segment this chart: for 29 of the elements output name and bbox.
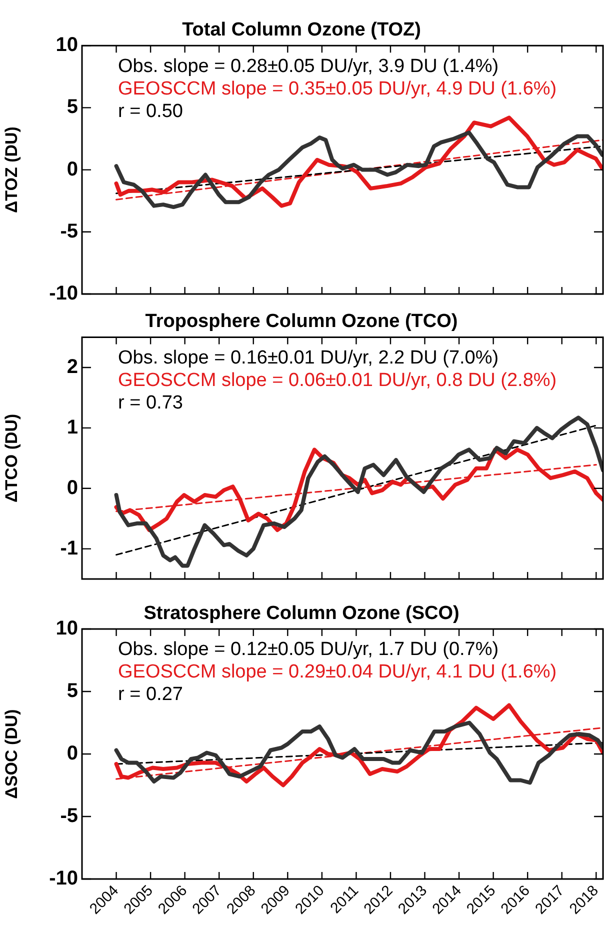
y-tick-label: 0 bbox=[66, 158, 78, 180]
annotation: GEOSCCM slope = 0.06±0.01 DU/yr, 0.8 DU (2.8%) bbox=[118, 370, 557, 392]
annotation: r = 0.27 bbox=[118, 684, 183, 706]
y-tick-label: -10 bbox=[49, 282, 78, 305]
y-tick-label: -5 bbox=[60, 220, 78, 242]
annotation: Obs. slope = 0.28±0.05 DU/yr, 3.9 DU (1.4%) bbox=[118, 56, 499, 77]
annotation: Obs. slope = 0.16±0.01 DU/yr, 2.2 DU (7.0%) bbox=[118, 348, 499, 369]
y-axis-title: ΔTOZ (DU) bbox=[2, 126, 21, 214]
annotation: r = 0.50 bbox=[118, 100, 183, 122]
y-tick-label: -5 bbox=[60, 805, 78, 828]
y-tick-label: 5 bbox=[66, 96, 78, 118]
y-tick-label: 5 bbox=[66, 680, 78, 702]
y-tick-label: -1 bbox=[60, 537, 78, 560]
y-axis-title: ΔSOC (DU) bbox=[2, 709, 21, 799]
y-tick-label: -10 bbox=[49, 868, 78, 890]
y-tick-label: 2 bbox=[66, 356, 78, 378]
chart-title: Troposphere Column Ozone (TCO) bbox=[145, 311, 458, 332]
chart-title: Stratosphere Column Ozone (SCO) bbox=[144, 602, 460, 624]
y-axis-title: ΔTCO (DU) bbox=[2, 414, 21, 502]
annotation: GEOSCCM slope = 0.29±0.04 DU/yr, 4.1 DU (1.6%) bbox=[118, 662, 557, 683]
annotation: Obs. slope = 0.12±0.05 DU/yr, 1.7 DU (0.7%) bbox=[118, 639, 499, 660]
annotation: GEOSCCM slope = 0.35±0.05 DU/yr, 4.9 DU (1.6%) bbox=[118, 78, 557, 100]
y-tick-label: 10 bbox=[56, 618, 78, 640]
chart-title: Total Column Ozone (TOZ) bbox=[182, 19, 421, 40]
y-tick-label: 10 bbox=[56, 34, 78, 56]
y-tick-label: 0 bbox=[66, 476, 78, 499]
y-tick-label: 0 bbox=[66, 742, 78, 765]
y-tick-label: 1 bbox=[66, 416, 78, 438]
annotation: r = 0.73 bbox=[118, 392, 183, 414]
